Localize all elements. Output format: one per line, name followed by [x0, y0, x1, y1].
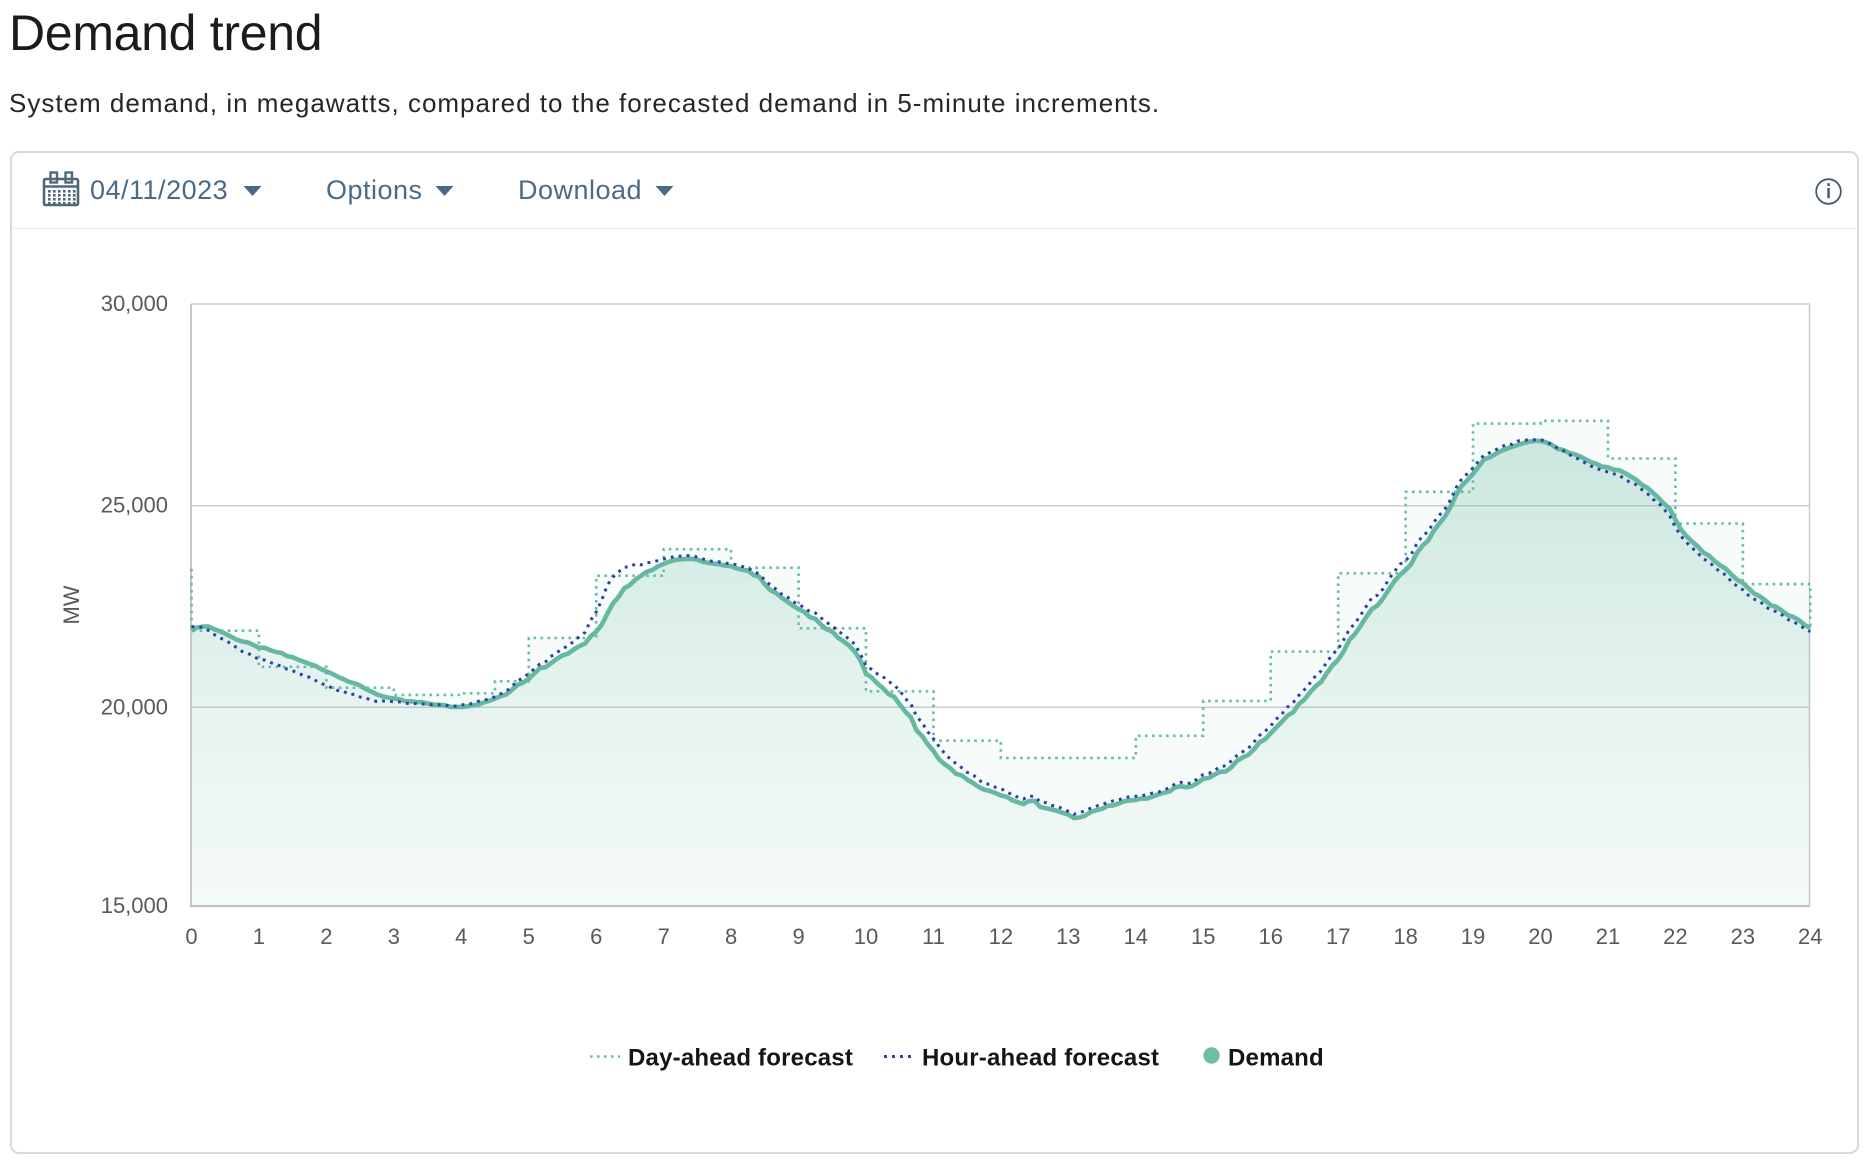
svg-text:Hour-ahead forecast: Hour-ahead forecast	[922, 1045, 1159, 1072]
svg-text:25,000: 25,000	[101, 493, 168, 518]
svg-text:0: 0	[185, 924, 197, 949]
svg-text:30,000: 30,000	[101, 291, 168, 316]
svg-text:23: 23	[1731, 924, 1755, 949]
svg-text:1: 1	[253, 924, 265, 949]
svg-text:3: 3	[388, 924, 400, 949]
svg-text:2: 2	[320, 924, 332, 949]
svg-text:18: 18	[1393, 924, 1417, 949]
svg-text:9: 9	[792, 924, 804, 949]
svg-text:5: 5	[523, 924, 535, 949]
svg-text:10: 10	[854, 924, 878, 949]
svg-text:14: 14	[1124, 924, 1148, 949]
svg-text:20,000: 20,000	[101, 694, 168, 719]
svg-text:12: 12	[989, 924, 1013, 949]
svg-text:19: 19	[1461, 924, 1485, 949]
svg-text:13: 13	[1056, 924, 1080, 949]
svg-text:21: 21	[1596, 924, 1620, 949]
svg-text:22: 22	[1663, 924, 1687, 949]
svg-text:7: 7	[658, 924, 670, 949]
svg-text:Demand: Demand	[1228, 1045, 1324, 1072]
svg-text:Day-ahead forecast: Day-ahead forecast	[628, 1045, 853, 1072]
svg-text:MW: MW	[59, 585, 84, 624]
svg-text:17: 17	[1326, 924, 1350, 949]
svg-text:20: 20	[1528, 924, 1552, 949]
svg-text:11: 11	[922, 924, 945, 949]
svg-text:15: 15	[1191, 924, 1215, 949]
svg-text:4: 4	[455, 924, 467, 949]
svg-text:15,000: 15,000	[101, 893, 168, 918]
svg-text:6: 6	[590, 924, 602, 949]
svg-text:8: 8	[725, 924, 737, 949]
svg-text:16: 16	[1258, 924, 1282, 949]
svg-text:24: 24	[1798, 924, 1822, 949]
